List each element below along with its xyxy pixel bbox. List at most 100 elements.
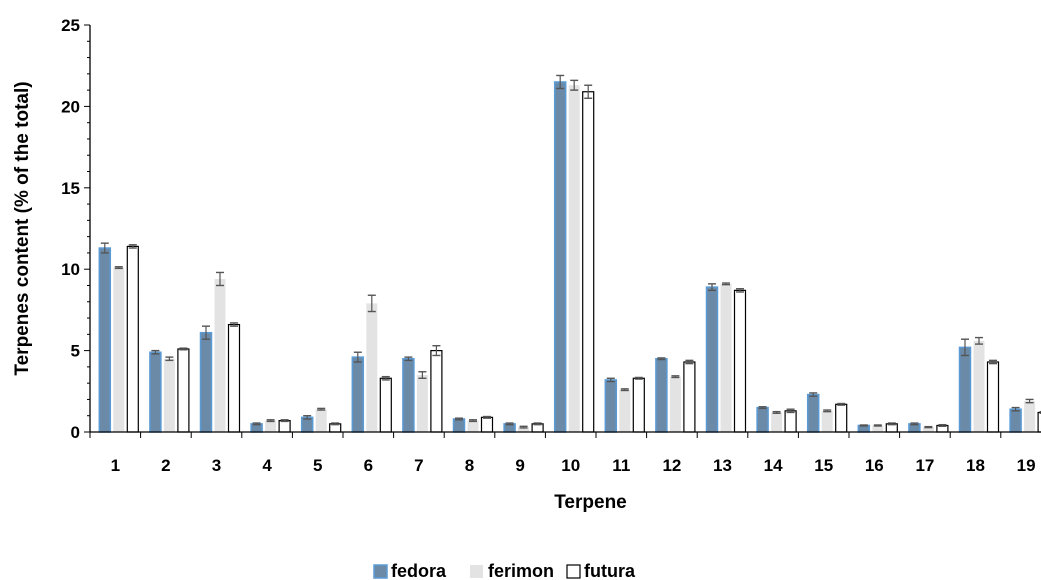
error-bar-futura-2: [179, 347, 188, 351]
error-bar-ferimon-10: [570, 79, 579, 91]
bar-futura-6: [379, 377, 392, 433]
legend-item-futura: futura: [566, 561, 636, 580]
x-tick-label: 19: [1017, 456, 1036, 475]
error-bar-fedora-8: [455, 417, 463, 421]
error-bar-ferimon-2: [165, 356, 174, 362]
error-bar-fedora-11: [606, 377, 615, 383]
bar-fedora-1: [98, 247, 112, 433]
bar-futura-18: [986, 361, 1000, 433]
error-bar-futura-15: [837, 402, 846, 406]
error-bar-futura-3: [230, 322, 238, 327]
bar-futura-8: [480, 416, 494, 433]
x-tick-label: 11: [612, 456, 630, 475]
bar-ferimon-3: [214, 278, 226, 432]
legend-label-ferimon: ferimon: [488, 561, 554, 580]
error-bar-ferimon-19: [1025, 398, 1034, 404]
error-bar-ferimon-7: [418, 371, 427, 379]
error-bar-fedora-13: [708, 283, 716, 292]
error-bar-ferimon-1: [114, 266, 123, 270]
bar-ferimon-14: [771, 412, 783, 432]
bar-ferimon-6: [366, 303, 378, 432]
x-tick-label: 4: [262, 456, 272, 475]
error-bar-fedora-9: [505, 422, 514, 426]
bar-ferimon-10: [568, 85, 580, 433]
y-tick-label: 15: [61, 179, 80, 198]
bar-ferimon-15: [821, 410, 833, 432]
error-bar-futura-7: [432, 345, 441, 357]
bar-fedora-3: [199, 331, 213, 433]
x-tick-label: 14: [764, 456, 783, 475]
x-axis-title: Terpene: [554, 492, 627, 513]
bar-ferimon-8: [467, 420, 479, 432]
error-bar-ferimon-11: [620, 388, 629, 392]
bar-ferimon-18: [973, 340, 985, 432]
y-tick-label: 0: [71, 423, 80, 442]
bar-futura-10: [582, 91, 595, 433]
bar-futura-11: [632, 377, 645, 433]
x-ticks: 1 2 3 4 5 6 7 8 9 10 11 12 13 14 15 16 17 18 19: [89, 432, 1036, 475]
bar-futura-15: [835, 403, 848, 433]
error-bar-ferimon-16: [873, 424, 882, 427]
bar-futura-3: [227, 323, 241, 433]
error-bar-ferimon-15: [823, 409, 832, 413]
error-bar-fedora-15: [809, 392, 818, 397]
error-bar-fedora-6: [353, 351, 362, 363]
error-bar-ferimon-6: [367, 294, 376, 313]
bar-fedora-15: [806, 393, 820, 433]
legend-label-futura: futura: [584, 561, 636, 580]
error-bar-fedora-17: [910, 422, 919, 426]
error-bar-futura-10: [584, 84, 593, 99]
bar-ferimon-1: [113, 267, 125, 432]
bar-futura-13: [733, 289, 747, 433]
x-tick-label: 5: [313, 456, 322, 475]
legend-swatch-fedora: [373, 564, 388, 579]
bar-fedora-10: [553, 81, 567, 433]
legend-item-ferimon: ferimon: [470, 561, 554, 580]
error-bar-fedora-5: [303, 415, 312, 420]
legend: fedora ferimon futura: [373, 561, 636, 580]
y-tick-label: 25: [61, 16, 80, 35]
x-tick-label: 13: [713, 456, 732, 475]
error-bar-fedora-19: [1011, 406, 1020, 412]
error-bar-futura-17: [938, 423, 947, 428]
bar-futura-14: [784, 410, 797, 433]
bar-ferimon-17: [922, 427, 934, 432]
error-bar-futura-9: [533, 422, 542, 426]
error-bar-ferimon-14: [772, 410, 781, 414]
bar-fedora-13: [705, 286, 719, 433]
bar-ferimon-12: [669, 376, 681, 432]
y-tick-label: 20: [61, 97, 80, 116]
bar-futura-2: [177, 348, 190, 433]
error-bar-futura-18: [989, 359, 997, 365]
error-bar-fedora-14: [758, 406, 767, 410]
error-bar-ferimon-5: [317, 407, 326, 411]
bar-fedora-7: [402, 357, 415, 433]
error-bar-ferimon-18: [975, 336, 983, 345]
error-bar-fedora-10: [556, 74, 565, 90]
x-tick-label: 6: [364, 456, 373, 475]
legend-item-fedora: fedora: [373, 561, 447, 580]
error-bar-futura-5: [331, 422, 340, 426]
error-bar-fedora-2: [151, 349, 160, 355]
error-bar-futura-6: [381, 375, 390, 381]
bar-futura-19: [1037, 411, 1041, 433]
error-bar-futura-13: [736, 288, 744, 293]
bar-ferimon-11: [619, 389, 631, 432]
bar-fedora-14: [756, 406, 769, 433]
x-tick-label: 9: [515, 456, 524, 475]
error-bar-futura-11: [634, 376, 643, 380]
x-tick-label: 2: [161, 456, 170, 475]
bar-fedora-2: [149, 351, 162, 433]
bar-ferimon-13: [720, 283, 732, 432]
error-bar-fedora-12: [657, 357, 666, 361]
bar-ferimon-2: [163, 358, 175, 432]
error-bar-futura-1: [128, 244, 137, 249]
error-bar-fedora-3: [202, 325, 210, 340]
bar-ferimon-9: [518, 427, 530, 432]
bars-layer: [98, 74, 1041, 433]
bar-futura-1: [126, 245, 139, 433]
error-bar-ferimon-12: [671, 375, 680, 379]
bar-fedora-18: [958, 346, 972, 433]
